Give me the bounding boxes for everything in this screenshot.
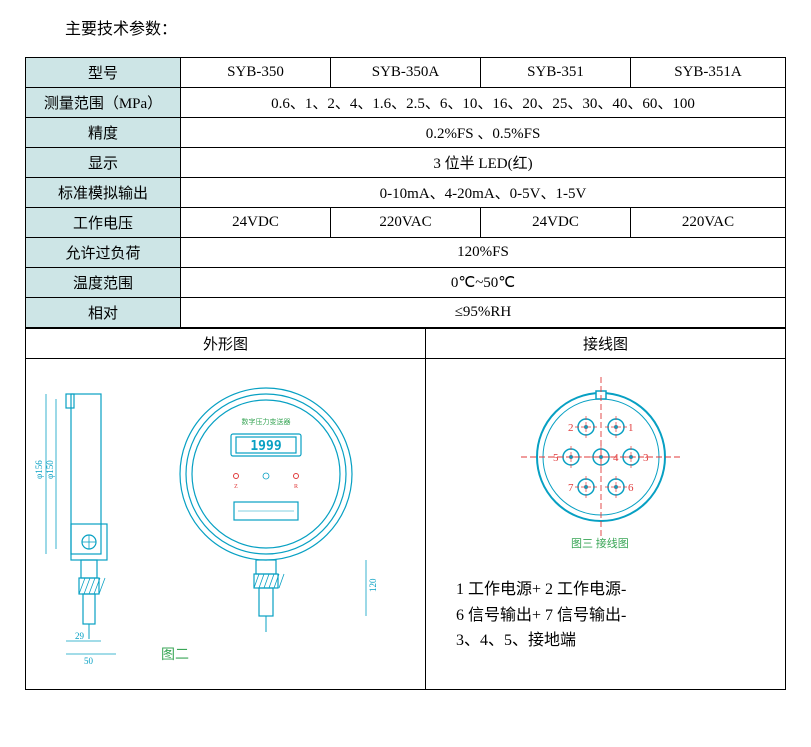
svg-text:图三 接线图: 图三 接线图 [571,536,629,550]
wiring-header: 接线图 [426,329,786,359]
row-value: ≤95%RH [181,298,786,328]
pin-desc-line: 1 工作电源+ 2 工作电源- [456,577,770,603]
section-title: 主要技术参数： [65,15,786,39]
row-value: SYB-351A [631,58,786,88]
row-value: 3 位半 LED(红) [181,148,786,178]
row-value: 220VAC [631,208,786,238]
svg-text:R: R [294,484,298,490]
row-value: 120%FS [181,238,786,268]
row-label: 相对 [26,298,181,328]
svg-text:1999: 1999 [250,439,281,454]
svg-text:2: 2 [568,422,574,434]
row-label: 型号 [26,58,181,88]
row-value: 220VAC [331,208,481,238]
row-value: 24VDC [481,208,631,238]
pin-desc-line: 6 信号输出+ 7 信号输出- [456,603,770,629]
row-value: 24VDC [181,208,331,238]
svg-text:φ150: φ150 [45,460,55,479]
row-label: 工作电压 [26,208,181,238]
svg-text:6: 6 [628,482,634,494]
svg-text:4: 4 [613,452,619,464]
row-value: 0.6、1、2、4、1.6、2.5、6、10、16、20、25、30、40、60… [181,88,786,118]
svg-text:数字压力变送器: 数字压力变送器 [242,417,291,426]
diagram-table: 外形图 接线图 φ156φ150 50 29 数字压力变送器 1999 Z R 120 图二 1… [25,328,786,690]
svg-text:29: 29 [75,631,85,641]
svg-text:50: 50 [84,656,94,666]
outline-diagram-cell: φ156φ150 50 29 数字压力变送器 1999 Z R 120 图二 [26,359,426,690]
row-value: 0.2%FS 、0.5%FS [181,118,786,148]
svg-text:φ156: φ156 [34,460,44,479]
svg-text:3: 3 [643,452,649,464]
row-value: SYB-351 [481,58,631,88]
row-value: 0℃~50℃ [181,268,786,298]
spec-table: 型号SYB-350SYB-350ASYB-351SYB-351A 测量范围（MPa… [25,57,786,328]
row-label: 精度 [26,118,181,148]
row-label: 测量范围（MPa） [26,88,181,118]
svg-text:120: 120 [368,578,378,592]
row-value: SYB-350A [331,58,481,88]
row-label: 温度范围 [26,268,181,298]
row-value: 0-10mA、4-20mA、0-5V、1-5V [181,178,786,208]
row-value: SYB-350 [181,58,331,88]
svg-text:5: 5 [553,452,559,464]
row-label: 显示 [26,148,181,178]
pin-desc-line: 3、4、5、接地端 [456,628,770,654]
svg-text:1: 1 [628,422,634,434]
row-label: 允许过负荷 [26,238,181,268]
row-label: 标准模拟输出 [26,178,181,208]
svg-text:7: 7 [568,482,574,494]
svg-text:Z: Z [234,484,238,490]
svg-text:图二: 图二 [161,648,189,663]
pin-description: 1 工作电源+ 2 工作电源- 6 信号输出+ 7 信号输出- 3、4、5、接地… [426,567,785,664]
wiring-diagram-cell: 1 2 3 4 5 6 7 图三 接线图 1 工作电源+ 2 工作电源- 6 信号输出+ 7 … [426,359,786,690]
outline-header: 外形图 [26,329,426,359]
